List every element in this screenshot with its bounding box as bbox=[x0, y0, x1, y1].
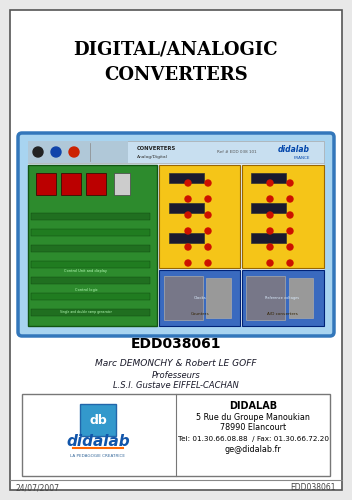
Circle shape bbox=[287, 260, 293, 266]
Circle shape bbox=[51, 147, 61, 157]
Bar bbox=[31, 229, 150, 236]
Text: Reference voltages: Reference voltages bbox=[265, 296, 299, 300]
Circle shape bbox=[185, 196, 191, 202]
Bar bbox=[31, 277, 150, 284]
Bar bbox=[31, 309, 150, 316]
Circle shape bbox=[185, 260, 191, 266]
Text: 24/07/2007: 24/07/2007 bbox=[16, 484, 60, 492]
Text: EDD038061: EDD038061 bbox=[131, 337, 221, 351]
Bar bbox=[36, 173, 56, 195]
Circle shape bbox=[185, 244, 191, 250]
Text: Single and double ramp generator: Single and double ramp generator bbox=[60, 310, 112, 314]
Circle shape bbox=[185, 180, 191, 186]
Bar bbox=[31, 213, 150, 220]
Bar bbox=[31, 261, 150, 268]
Text: Marc DEMONCHY & Robert LE GOFF: Marc DEMONCHY & Robert LE GOFF bbox=[95, 360, 257, 368]
Text: didalab: didalab bbox=[278, 144, 310, 154]
Bar bbox=[251, 233, 286, 243]
Circle shape bbox=[69, 147, 79, 157]
Text: Control Unit and display: Control Unit and display bbox=[64, 269, 107, 273]
Circle shape bbox=[185, 212, 191, 218]
Circle shape bbox=[287, 180, 293, 186]
Bar bbox=[206, 278, 231, 318]
Text: LA PEDAGOGIE CREATRICE: LA PEDAGOGIE CREATRICE bbox=[70, 454, 126, 458]
Bar bbox=[28, 141, 128, 163]
Text: Tel: 01.30.66.08.88  / Fax: 01.30.66.72.20: Tel: 01.30.66.08.88 / Fax: 01.30.66.72.2… bbox=[177, 436, 328, 442]
Text: Control logic: Control logic bbox=[75, 288, 98, 292]
Bar bbox=[159, 165, 240, 268]
Bar bbox=[246, 276, 285, 320]
Bar bbox=[86, 173, 106, 195]
Circle shape bbox=[267, 260, 273, 266]
Circle shape bbox=[287, 228, 293, 234]
Text: Professeurs: Professeurs bbox=[152, 370, 200, 380]
Circle shape bbox=[267, 196, 273, 202]
Bar bbox=[169, 173, 204, 183]
Text: Ref # EDD 038 101: Ref # EDD 038 101 bbox=[217, 150, 257, 154]
Bar bbox=[242, 165, 324, 268]
Bar bbox=[242, 270, 324, 326]
FancyBboxPatch shape bbox=[80, 404, 116, 436]
Text: 78990 Elancourt: 78990 Elancourt bbox=[220, 422, 286, 432]
Bar bbox=[169, 203, 204, 213]
Text: L.S.I. Gustave EIFFEL-CACHAN: L.S.I. Gustave EIFFEL-CACHAN bbox=[113, 382, 239, 390]
Bar bbox=[28, 165, 157, 326]
Bar bbox=[114, 173, 130, 195]
Text: FRANCE: FRANCE bbox=[294, 156, 310, 160]
Circle shape bbox=[205, 244, 211, 250]
Circle shape bbox=[205, 196, 211, 202]
Bar bbox=[159, 270, 240, 326]
Circle shape bbox=[267, 244, 273, 250]
Text: Counters: Counters bbox=[191, 312, 209, 316]
Circle shape bbox=[287, 196, 293, 202]
Bar bbox=[61, 173, 81, 195]
Circle shape bbox=[205, 180, 211, 186]
Circle shape bbox=[267, 212, 273, 218]
Circle shape bbox=[205, 260, 211, 266]
Circle shape bbox=[205, 212, 211, 218]
Circle shape bbox=[267, 228, 273, 234]
Text: didalab: didalab bbox=[66, 434, 130, 448]
Circle shape bbox=[185, 228, 191, 234]
Circle shape bbox=[287, 244, 293, 250]
Text: 5 Rue du Groupe Manoukian: 5 Rue du Groupe Manoukian bbox=[196, 412, 310, 422]
Circle shape bbox=[33, 147, 43, 157]
Bar bbox=[289, 278, 313, 318]
Bar bbox=[22, 394, 330, 476]
Bar bbox=[164, 276, 202, 320]
Bar bbox=[31, 293, 150, 300]
Text: db: db bbox=[89, 414, 107, 426]
Text: Clocks: Clocks bbox=[194, 296, 206, 300]
Text: EDD038061: EDD038061 bbox=[290, 484, 336, 492]
Text: A/D converters: A/D converters bbox=[266, 312, 297, 316]
Bar bbox=[251, 173, 286, 183]
Text: Analog/Digital: Analog/Digital bbox=[137, 155, 168, 159]
Text: CONVERTERS: CONVERTERS bbox=[104, 66, 248, 84]
Text: ge@didalab.fr: ge@didalab.fr bbox=[225, 446, 281, 454]
Bar bbox=[251, 203, 286, 213]
Bar bbox=[28, 141, 324, 163]
Circle shape bbox=[287, 212, 293, 218]
Bar bbox=[31, 245, 150, 252]
Text: CONVERTERS: CONVERTERS bbox=[137, 146, 176, 152]
Circle shape bbox=[205, 228, 211, 234]
Text: DIGITAL/ANALOGIC: DIGITAL/ANALOGIC bbox=[74, 41, 278, 59]
Text: DIDALAB: DIDALAB bbox=[229, 401, 277, 411]
Bar bbox=[169, 233, 204, 243]
Circle shape bbox=[267, 180, 273, 186]
Bar bbox=[28, 143, 324, 326]
FancyBboxPatch shape bbox=[18, 133, 334, 336]
